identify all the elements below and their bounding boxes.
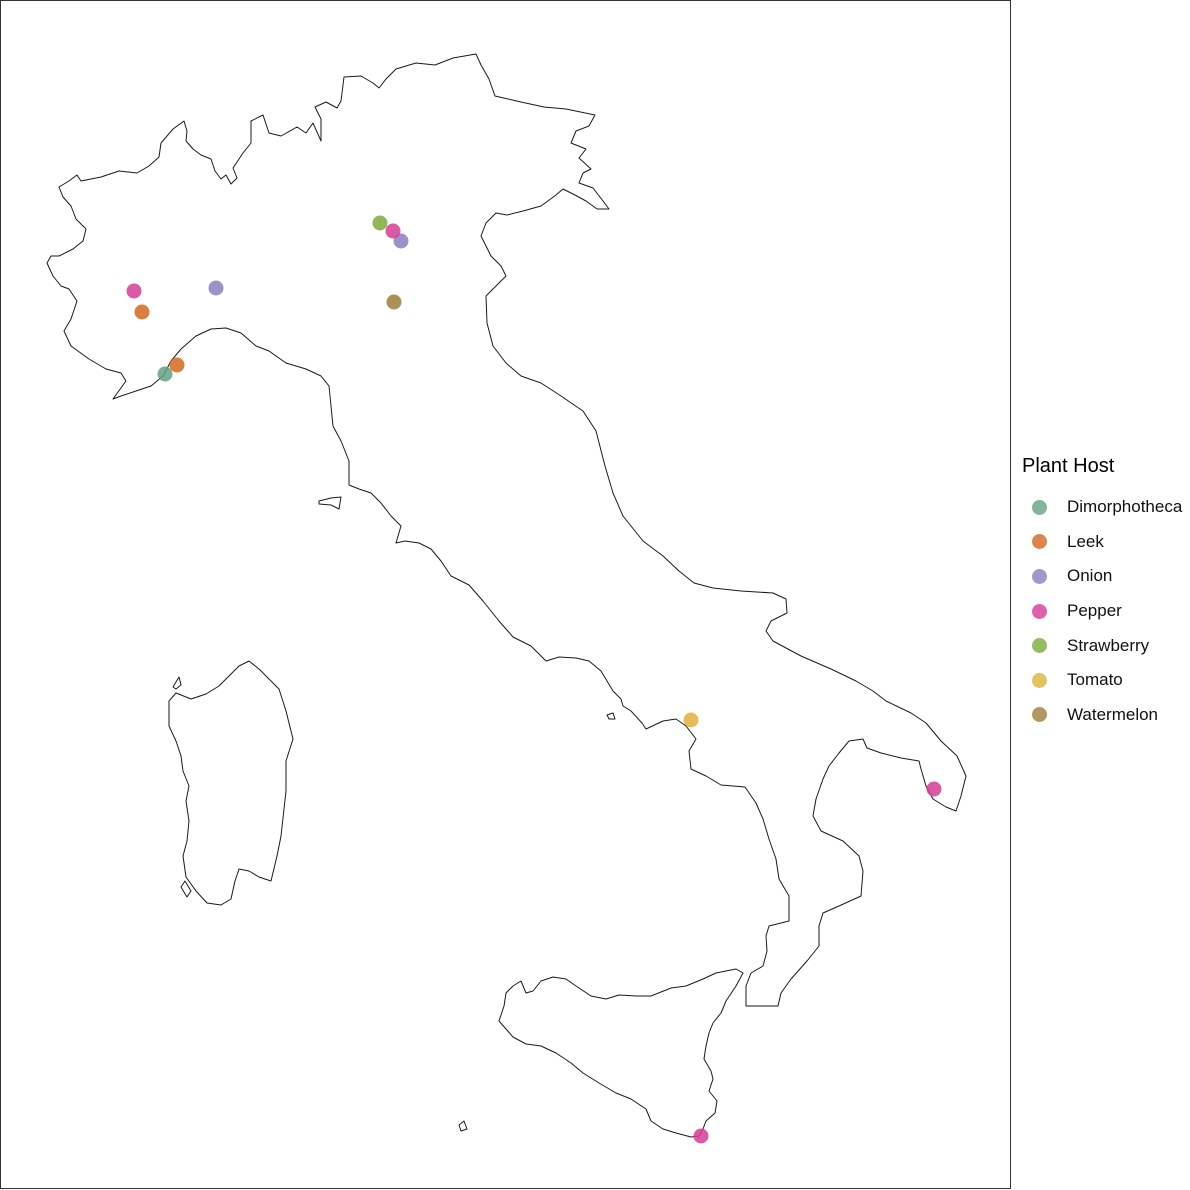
point-strawberry [372, 215, 388, 231]
legend-label: Leek [1067, 531, 1104, 551]
point-pepper [385, 223, 401, 239]
legend-label: Strawberry [1067, 635, 1150, 655]
legend-swatch-tomato [1032, 672, 1047, 688]
point-pepper [693, 1128, 709, 1144]
legend-swatch-dimorphotheca [1032, 499, 1047, 515]
legend-items: Dimorphotheca Leek Onion Pepper Strawberry To… [1022, 490, 1190, 732]
legend-label: Tomato [1067, 670, 1123, 690]
point-pepper [126, 283, 142, 299]
sardinia-islet [180, 880, 192, 898]
point-pepper [926, 781, 942, 797]
legend-swatch-leek [1032, 534, 1047, 550]
point-leek [134, 304, 150, 320]
legend-item-tomato: Tomato [1022, 663, 1190, 698]
legend-item-leek: Leek [1022, 525, 1190, 560]
legend-title: Plant Host [1022, 455, 1115, 477]
pantelleria-island [458, 1120, 468, 1132]
legend-label: Dimorphotheca [1067, 497, 1183, 517]
italy-map [46, 53, 967, 1144]
sicily-coastline [498, 968, 744, 1138]
elba-island [318, 496, 342, 510]
mainland-coastline [46, 53, 967, 1007]
legend-item-strawberry: Strawberry [1022, 628, 1190, 663]
legend-item-dimorphotheca: Dimorphotheca [1022, 490, 1190, 525]
legend-item-watermelon: Watermelon [1022, 698, 1190, 733]
point-onion [208, 280, 224, 296]
point-leek [169, 357, 185, 373]
legend-swatch-onion [1032, 568, 1047, 584]
points-layer [126, 215, 942, 1144]
point-tomato [683, 712, 699, 728]
corsica-tip-island [172, 676, 182, 690]
legend-label: Watermelon [1067, 704, 1159, 724]
legend-swatch-pepper [1032, 603, 1047, 619]
legend: Plant Host Dimorphotheca Leek Onion Pepper S… [1022, 455, 1190, 732]
point-watermelon [386, 294, 402, 310]
point-onion [393, 233, 409, 249]
point-dimorphotheca [157, 366, 173, 382]
legend-item-pepper: Pepper [1022, 594, 1190, 629]
legend-swatch-watermelon [1032, 707, 1047, 723]
sardinia-coastline [168, 660, 294, 906]
ischia-island [606, 712, 616, 720]
map-panel [0, 0, 1011, 1189]
legend-item-onion: Onion [1022, 559, 1190, 594]
legend-label: Onion [1067, 566, 1113, 586]
legend-label: Pepper [1067, 601, 1122, 621]
legend-swatch-strawberry [1032, 638, 1047, 654]
